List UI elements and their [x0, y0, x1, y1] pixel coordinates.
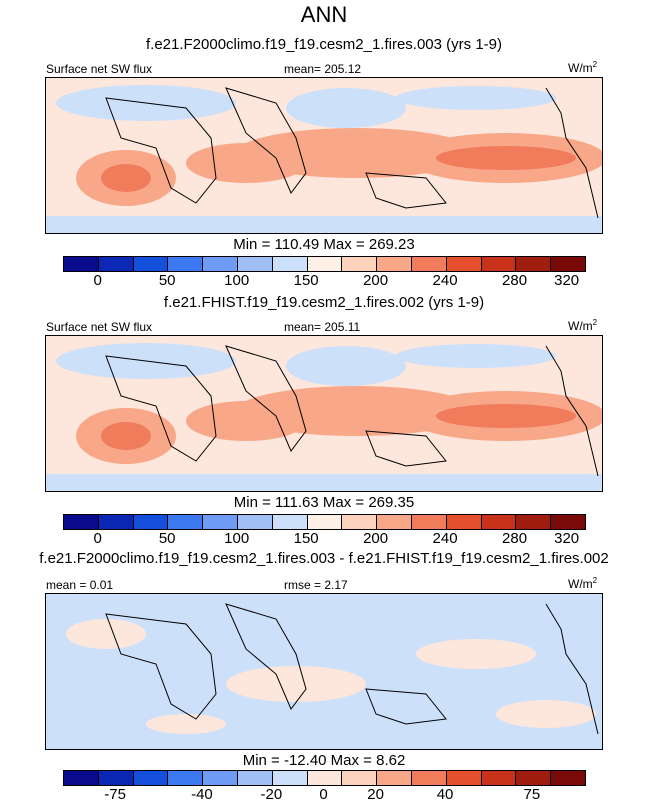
panel2-field-label: Surface net SW flux	[46, 320, 153, 334]
colorbar-tick-label: -20	[260, 786, 283, 803]
colorbar-tick-label: 50	[158, 530, 176, 547]
colorbar-tick-label: 320	[554, 530, 580, 547]
panel2-colorbar	[63, 514, 586, 530]
colorbar-tick-label: -75	[104, 786, 126, 803]
colorbar-tick-label: 240	[432, 272, 458, 289]
colorbar-swatch	[551, 771, 585, 785]
colorbar-tick-label: 200	[363, 272, 389, 289]
colorbar-swatch	[342, 515, 378, 529]
colorbar-swatch	[307, 257, 343, 271]
panel2-units: W/m2	[568, 318, 598, 333]
panel3-subtitle: f.e21.F2000climo.f19_f19.cesm2_1.fires.0…	[39, 550, 609, 567]
panel1-field-label: Surface net SW flux	[46, 62, 153, 76]
panel1-map-field	[46, 78, 602, 233]
panel2-map	[45, 335, 603, 492]
panel1-colorbar-ticks: 0 50 100 150 200 240 280 320	[63, 272, 584, 292]
colorbar-swatch	[411, 515, 447, 529]
colorbar-swatch	[203, 771, 238, 785]
colorbar-swatch	[446, 771, 482, 785]
panel1-minmax: Min = 110.49 Max = 269.23	[233, 236, 415, 253]
colorbar-swatch	[272, 515, 308, 529]
panel3-mean-label: mean = 0.01	[46, 578, 114, 592]
panel3-minmax: Min = -12.40 Max = 8.62	[242, 752, 406, 769]
colorbar-tick-label: 40	[436, 786, 454, 803]
colorbar-swatch	[377, 257, 412, 271]
panel2-mean-label: mean= 205.11	[284, 320, 361, 334]
colorbar-swatch	[446, 515, 482, 529]
panel3-colorbar	[63, 770, 586, 786]
colorbar-swatch	[481, 771, 517, 785]
colorbar-tick-label: 200	[363, 530, 389, 547]
colorbar-swatch	[516, 257, 552, 271]
panel3-rmse-label: rmse = 2.17	[284, 578, 348, 592]
panel2-colorbar-ticks: 0 50 100 150 200 240 280 320	[63, 530, 584, 550]
colorbar-swatch	[272, 257, 308, 271]
colorbar-swatch	[237, 257, 273, 271]
colorbar-swatch	[133, 771, 169, 785]
colorbar-swatch	[203, 257, 238, 271]
colorbar-tick-label: 20	[367, 786, 384, 803]
colorbar-swatch	[203, 515, 238, 529]
colorbar-swatch	[307, 771, 343, 785]
panel1-colorbar	[63, 256, 586, 272]
panel3-units: W/m2	[568, 576, 598, 591]
colorbar-swatch	[133, 257, 169, 271]
colorbar-tick-label: 75	[523, 786, 541, 803]
panel3-map-field	[46, 594, 602, 749]
colorbar-tick-label: 100	[224, 530, 250, 547]
colorbar-swatch	[481, 257, 517, 271]
colorbar-swatch	[481, 515, 517, 529]
panel2-map-field	[46, 336, 602, 491]
colorbar-swatch	[516, 771, 552, 785]
colorbar-swatch	[133, 515, 169, 529]
colorbar-swatch	[64, 257, 99, 271]
colorbar-tick-label: 0	[93, 530, 102, 547]
colorbar-tick-label: -40	[191, 786, 213, 803]
colorbar-swatch	[377, 771, 412, 785]
colorbar-swatch	[307, 515, 343, 529]
colorbar-swatch	[551, 257, 585, 271]
colorbar-tick-label: 240	[432, 530, 458, 547]
panel1-map	[45, 77, 603, 234]
colorbar-swatch	[342, 771, 378, 785]
colorbar-swatch	[64, 515, 99, 529]
panel3-colorbar-ticks: -75 -40 -20 0 20 40 75	[63, 786, 584, 806]
colorbar-tick-label: 320	[554, 272, 580, 289]
panel1-units: W/m2	[568, 60, 598, 75]
colorbar-swatch	[411, 771, 447, 785]
colorbar-swatch	[342, 257, 378, 271]
colorbar-tick-label: 280	[502, 530, 528, 547]
colorbar-swatch	[98, 257, 134, 271]
colorbar-tick-label: 150	[293, 530, 319, 547]
colorbar-swatch	[516, 515, 552, 529]
panel3-map	[45, 593, 603, 750]
colorbar-tick-label: 0	[93, 272, 102, 289]
panel2-subtitle: f.e21.FHIST.f19_f19.cesm2_1.fires.002 (y…	[163, 294, 485, 311]
colorbar-swatch	[237, 515, 273, 529]
colorbar-swatch	[168, 257, 204, 271]
colorbar-swatch	[168, 515, 204, 529]
colorbar-swatch	[98, 771, 134, 785]
figure-title: ANN	[300, 2, 348, 27]
colorbar-tick-label: 280	[502, 272, 528, 289]
colorbar-tick-label: 0	[319, 786, 328, 803]
colorbar-swatch	[551, 515, 585, 529]
colorbar-swatch	[64, 771, 99, 785]
panel2-minmax: Min = 111.63 Max = 269.35	[233, 494, 415, 511]
colorbar-tick-label: 50	[158, 272, 176, 289]
panel1-mean-label: mean= 205.12	[284, 62, 362, 76]
colorbar-tick-label: 150	[293, 272, 319, 289]
colorbar-swatch	[168, 771, 204, 785]
colorbar-swatch	[411, 257, 447, 271]
colorbar-swatch	[377, 515, 412, 529]
colorbar-swatch	[446, 257, 482, 271]
colorbar-swatch	[237, 771, 273, 785]
colorbar-swatch	[98, 515, 134, 529]
colorbar-tick-label: 100	[224, 272, 250, 289]
panel1-subtitle: f.e21.F2000climo.f19_f19.cesm2_1.fires.0…	[145, 36, 502, 53]
colorbar-swatch	[272, 771, 308, 785]
